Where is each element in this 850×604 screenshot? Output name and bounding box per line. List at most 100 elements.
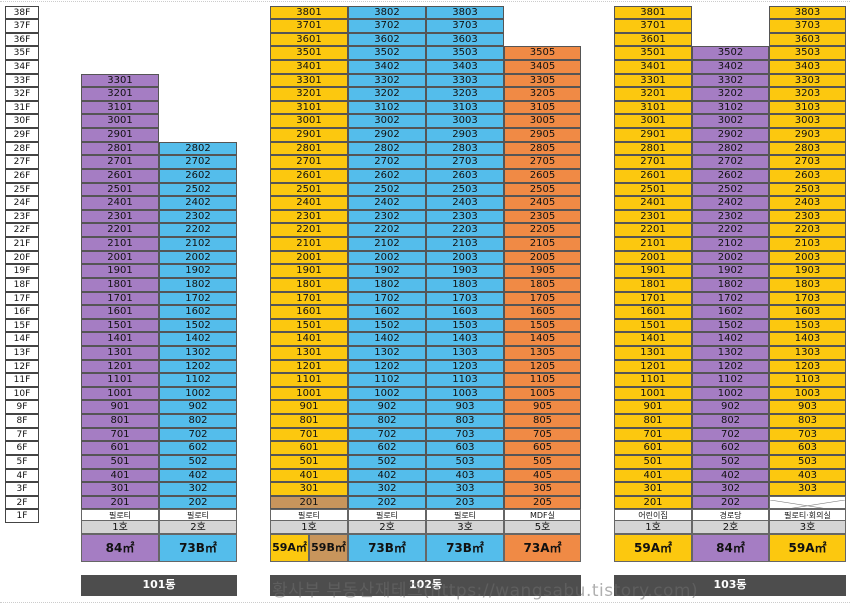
unit-cell: 2305: [504, 209, 581, 224]
unit-cell: 1101: [81, 373, 159, 387]
unit-cell: 1103: [769, 373, 846, 387]
unit-number-cell: 3호: [769, 520, 846, 534]
unit-cell: 2605: [504, 168, 581, 183]
unit-cell: 403: [769, 468, 846, 483]
floor-label: 29F: [5, 128, 39, 142]
unit-cell: 3105: [504, 100, 581, 115]
unit-cell: 1801: [614, 277, 692, 292]
unit-cell: 303: [426, 482, 504, 496]
unit-cell: 802: [692, 414, 769, 428]
unit-cell: 2902: [692, 128, 769, 142]
unit-cell: 3503: [769, 46, 846, 60]
unit-cell: 403: [426, 468, 504, 483]
unit-cell: 1502: [692, 318, 769, 333]
unit-cell: 1102: [159, 373, 237, 387]
unit-cell: 3405: [504, 59, 581, 74]
unit-cell: 2402: [692, 196, 769, 210]
unit-cell: 2802: [348, 141, 426, 156]
unit-cell: 2002: [159, 250, 237, 265]
floor-label: 10F: [5, 386, 39, 401]
unit-cell: 3301: [614, 73, 692, 88]
unit-cell: 905: [504, 400, 581, 415]
unit-cell: 201: [270, 495, 348, 510]
unit-cell: 2403: [769, 196, 846, 210]
unit-cell: 2403: [426, 196, 504, 210]
unit-cell: 2501: [270, 182, 348, 197]
unit-cell: 605: [504, 441, 581, 455]
unit-cell: 3603: [426, 32, 504, 47]
unit-cell: 3602: [348, 32, 426, 47]
unit-cell: 1601: [614, 305, 692, 319]
unit-cell: 601: [81, 441, 159, 455]
unit-cell: 2801: [270, 141, 348, 156]
unit-cell: 2505: [504, 182, 581, 197]
floor-label: 31F: [5, 100, 39, 115]
unit-cell: 3201: [614, 87, 692, 101]
unit-cell: 3701: [614, 19, 692, 33]
unit-cell: 3202: [692, 87, 769, 101]
unit-cell: 1203: [426, 359, 504, 374]
floor-label: 7F: [5, 427, 39, 442]
unit-cell: 302: [692, 482, 769, 496]
unit-cell: 1802: [348, 277, 426, 292]
unit-cell: 3303: [426, 73, 504, 88]
unit-cell: 1705: [504, 291, 581, 306]
unit-cell: 801: [270, 414, 348, 428]
unit-cell: 1002: [159, 386, 237, 401]
unit-cell: 1205: [504, 359, 581, 374]
unit-cell: 1801: [81, 277, 159, 292]
floor-label: 17F: [5, 291, 39, 306]
unit-cell: 3703: [426, 19, 504, 33]
type-101-1: 84㎡: [81, 534, 159, 562]
unit-cell: 2601: [614, 168, 692, 183]
unit-cell: 2903: [769, 128, 846, 142]
unit-cell: 3703: [769, 19, 846, 33]
unit-cell: 3203: [426, 87, 504, 101]
unit-cell: 602: [348, 441, 426, 455]
unit-cell: 201: [81, 495, 159, 510]
unit-cell: 601: [614, 441, 692, 455]
unit-cell: 602: [159, 441, 237, 455]
unit-cell: 2905: [504, 128, 581, 142]
unit-cell: 1901: [270, 264, 348, 278]
unit-cell: 2302: [692, 209, 769, 224]
unit-cell: 2601: [270, 168, 348, 183]
unit-cell: 2003: [426, 250, 504, 265]
unit-cell: 801: [614, 414, 692, 428]
floor-label: 16F: [5, 305, 39, 319]
floor-label: 20F: [5, 250, 39, 265]
unit-cell: 2601: [81, 168, 159, 183]
floor-label: 19F: [5, 264, 39, 278]
unit-cell: 1003: [426, 386, 504, 401]
unit-cell: 902: [159, 400, 237, 415]
unit-cell: 2801: [81, 141, 159, 156]
unit-cell: 3305: [504, 73, 581, 88]
unit-cell: 1802: [159, 277, 237, 292]
unit-cell: 801: [81, 414, 159, 428]
floor-label: 35F: [5, 46, 39, 60]
unit-cell: 3402: [692, 59, 769, 74]
unit-cell: 1505: [504, 318, 581, 333]
unit-cell: 901: [81, 400, 159, 415]
unit-cell: 1303: [426, 346, 504, 360]
floor-label: 11F: [5, 373, 39, 387]
unit-cell: 702: [692, 427, 769, 442]
unit-cell: 1301: [614, 346, 692, 360]
unit-cell: 3301: [81, 73, 159, 88]
unit-cell: 3302: [692, 73, 769, 88]
unit-cell: 202: [159, 495, 237, 510]
unit-cell: 3303: [769, 73, 846, 88]
unit-cell: 2702: [348, 155, 426, 169]
unit-cell: 2302: [348, 209, 426, 224]
unit-cell: 2602: [692, 168, 769, 183]
empty-floor-cell: [769, 495, 846, 510]
unit-cell: 3505: [504, 46, 581, 60]
unit-cell: 903: [426, 400, 504, 415]
floor-label: 24F: [5, 196, 39, 210]
floor-label: 30F: [5, 114, 39, 129]
unit-cell: 2102: [692, 237, 769, 251]
unit-cell: 2603: [426, 168, 504, 183]
unit-cell: 3503: [426, 46, 504, 60]
unit-cell: 802: [348, 414, 426, 428]
unit-cell: 702: [159, 427, 237, 442]
